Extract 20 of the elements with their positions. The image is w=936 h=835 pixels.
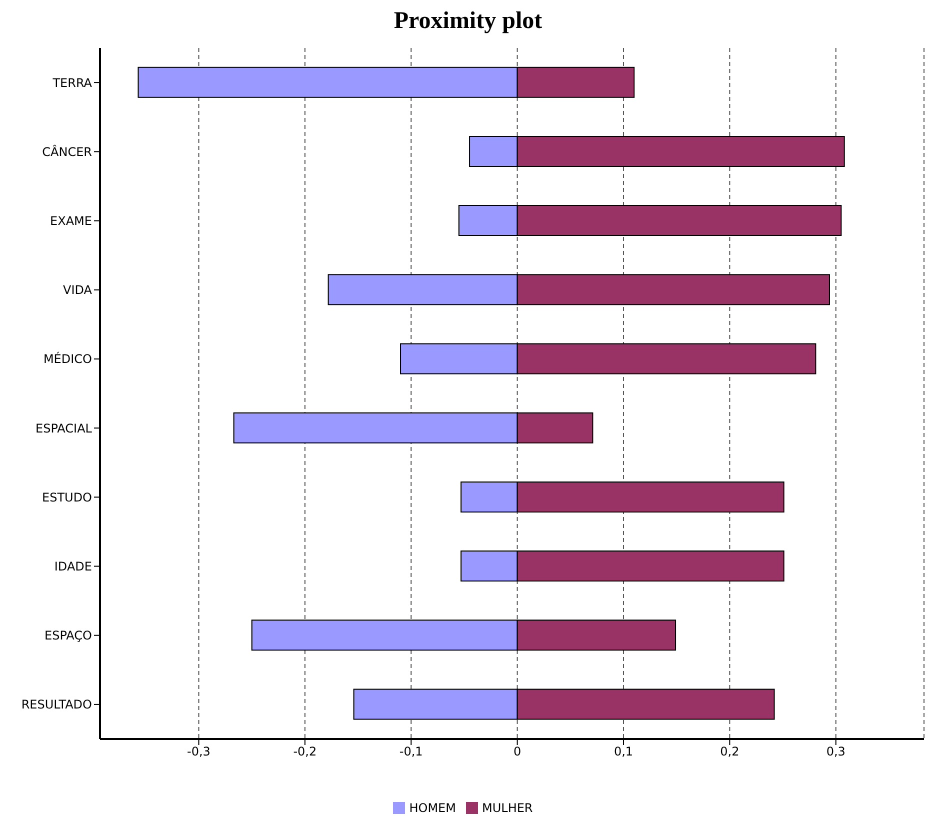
y-tick-label: ESPACIAL <box>36 421 92 436</box>
y-tick-label: VIDA <box>63 283 93 298</box>
y-tick-label: TERRA <box>52 76 93 90</box>
y-tick-label: IDADE <box>54 560 92 574</box>
legend-label: MULHER <box>482 801 533 815</box>
x-tick-label: 0 <box>513 744 522 759</box>
x-tick-label: 0,3 <box>826 744 846 759</box>
chart-title: Proximity plot <box>392 8 544 36</box>
x-tick-label: 0,2 <box>720 744 740 759</box>
x-tick-label: -0,3 <box>187 744 210 759</box>
legend-label: HOMEM <box>409 801 456 815</box>
x-tick-label: 0,1 <box>614 744 634 759</box>
y-tick-label: ESTUDO <box>42 490 92 504</box>
x-tick-label: -0,1 <box>399 744 423 759</box>
y-tick-label: CÂNCER <box>42 144 92 159</box>
y-tick-label: MÉDICO <box>43 351 92 366</box>
y-tick-label: ESPAÇO <box>44 628 92 643</box>
y-tick-label: EXAME <box>50 214 92 228</box>
x-tick-label: -0,2 <box>293 744 317 759</box>
y-tick-label: RESULTADO <box>21 698 92 712</box>
